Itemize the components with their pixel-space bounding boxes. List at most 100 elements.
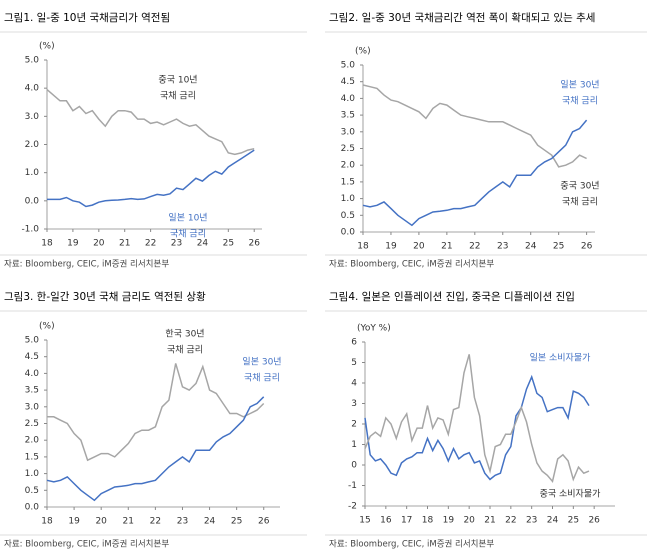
series-line xyxy=(362,119,588,227)
x-tick-label: 22 xyxy=(505,516,516,526)
x-tick-label: 25 xyxy=(568,516,579,526)
y-tick-label: 2.0 xyxy=(25,436,40,446)
y-tick-label: 3.0 xyxy=(25,402,40,412)
y-tick-label: 3.0 xyxy=(341,127,356,137)
x-tick-label: 18 xyxy=(41,517,53,527)
x-tick-label: 21 xyxy=(484,516,495,526)
y-tick-label: 0.5 xyxy=(25,486,39,496)
series-line xyxy=(364,374,590,481)
unit-label: (%) xyxy=(39,42,55,52)
y-tick-label: 0 xyxy=(351,461,357,471)
series-label: 일본 30년 xyxy=(242,357,281,368)
y-tick-label: 4.0 xyxy=(25,84,40,94)
y-tick-label: -1 xyxy=(348,481,357,491)
y-tick-label: -2 xyxy=(348,502,357,512)
y-tick-label: 5.0 xyxy=(25,56,40,66)
x-tick-label: 19 xyxy=(68,517,80,527)
unit-label: (%) xyxy=(39,322,55,332)
x-tick-label: 25 xyxy=(231,517,242,527)
series-label: 일본 10년 xyxy=(168,213,207,224)
y-tick-label: 2.0 xyxy=(25,140,40,150)
x-tick-label: 20 xyxy=(413,242,425,252)
x-tick-label: 26 xyxy=(249,239,261,249)
y-tick-label: 0.0 xyxy=(25,196,40,206)
y-tick-label: 3.5 xyxy=(341,111,355,121)
y-tick-label: 5.0 xyxy=(25,336,40,346)
unit-label: (%) xyxy=(355,47,371,57)
x-tick-label: 24 xyxy=(197,239,209,249)
source-note: 자료: Bloomberg, CEIC, iM증권 리서치본부 xyxy=(329,259,494,270)
y-tick-label: 1.0 xyxy=(25,168,40,178)
chart-title: 그림4. 일본은 인플레이션 진입, 중국은 디플레이션 진입 xyxy=(329,290,575,303)
x-tick-label: 15 xyxy=(359,516,370,526)
x-tick-label: 16 xyxy=(380,516,392,526)
y-tick-label: 0.0 xyxy=(341,228,356,238)
series-line xyxy=(46,396,265,502)
source-note: 자료: Bloomberg, CEIC, iM증권 리서치본부 xyxy=(329,539,494,550)
source-note: 자료: Bloomberg, CEIC, iM증권 리서치본부 xyxy=(4,259,169,270)
y-tick-label: -1.0 xyxy=(21,225,39,235)
y-tick-label: 2.5 xyxy=(25,419,39,429)
unit-label: (YoY %) xyxy=(357,324,391,334)
y-tick-label: 3.0 xyxy=(25,112,40,122)
x-tick-label: 26 xyxy=(258,517,270,527)
x-tick-label: 19 xyxy=(67,239,79,249)
y-tick-label: 3.5 xyxy=(25,386,39,396)
x-tick-label: 21 xyxy=(441,242,452,252)
y-tick-label: 4.5 xyxy=(341,77,355,87)
x-tick-label: 23 xyxy=(526,516,537,526)
series-label: 일본 30년 xyxy=(560,80,599,91)
x-tick-label: 20 xyxy=(93,239,105,249)
series-label: 일본 소비자물가 xyxy=(530,353,591,364)
y-tick-label: 0.0 xyxy=(25,503,40,513)
series-label: 한국 30년 xyxy=(165,329,204,340)
x-tick-label: 21 xyxy=(119,239,130,249)
series-line xyxy=(47,149,255,208)
x-tick-label: 18 xyxy=(357,242,369,252)
x-tick-label: 25 xyxy=(223,239,234,249)
x-tick-label: 24 xyxy=(547,516,559,526)
y-tick-label: 1 xyxy=(351,440,357,450)
x-tick-label: 22 xyxy=(150,517,161,527)
y-tick-label: 2 xyxy=(351,420,357,430)
x-tick-label: 26 xyxy=(581,242,593,252)
series-label: 국채 금리 xyxy=(562,197,598,208)
y-tick-label: 2.0 xyxy=(341,161,356,171)
y-tick-label: 1.0 xyxy=(341,194,356,204)
x-tick-label: 22 xyxy=(469,242,480,252)
y-tick-label: 2.5 xyxy=(341,144,355,154)
y-tick-label: 4 xyxy=(351,379,357,389)
chart-title: 그림2. 일-중 30년 국채금리간 역전 폭이 확대되고 있는 추세 xyxy=(329,11,595,24)
y-tick-label: 4.0 xyxy=(341,94,356,104)
x-tick-label: 19 xyxy=(385,242,397,252)
series-label: 국채 금리 xyxy=(167,345,203,356)
y-tick-label: 4.5 xyxy=(25,352,39,362)
y-tick-label: 1.5 xyxy=(25,452,39,462)
x-tick-label: 18 xyxy=(422,516,434,526)
source-note: 자료: Bloomberg, CEIC, iM증권 리서치본부 xyxy=(4,539,169,550)
x-tick-label: 23 xyxy=(177,517,188,527)
series-label: 중국 소비자물가 xyxy=(540,489,601,500)
x-tick-label: 20 xyxy=(95,517,107,527)
y-tick-label: 5.0 xyxy=(341,61,356,71)
y-tick-label: 6 xyxy=(351,338,357,348)
y-tick-label: 5 xyxy=(351,358,357,368)
series-label: 중국 30년 xyxy=(560,181,599,192)
series-label: 중국 10년 xyxy=(158,75,197,86)
y-tick-label: 0.5 xyxy=(341,211,355,221)
x-tick-label: 26 xyxy=(588,516,600,526)
series-line xyxy=(47,363,265,462)
x-tick-label: 24 xyxy=(204,517,216,527)
x-tick-label: 17 xyxy=(401,516,412,526)
x-tick-label: 21 xyxy=(123,517,134,527)
series-line xyxy=(362,84,587,168)
x-tick-label: 19 xyxy=(443,516,455,526)
x-tick-label: 20 xyxy=(463,516,475,526)
y-tick-label: 1.5 xyxy=(341,177,355,187)
y-tick-label: 1.0 xyxy=(25,469,40,479)
x-tick-label: 23 xyxy=(497,242,508,252)
y-tick-label: 4.0 xyxy=(25,369,40,379)
y-tick-label: 3 xyxy=(351,399,357,409)
